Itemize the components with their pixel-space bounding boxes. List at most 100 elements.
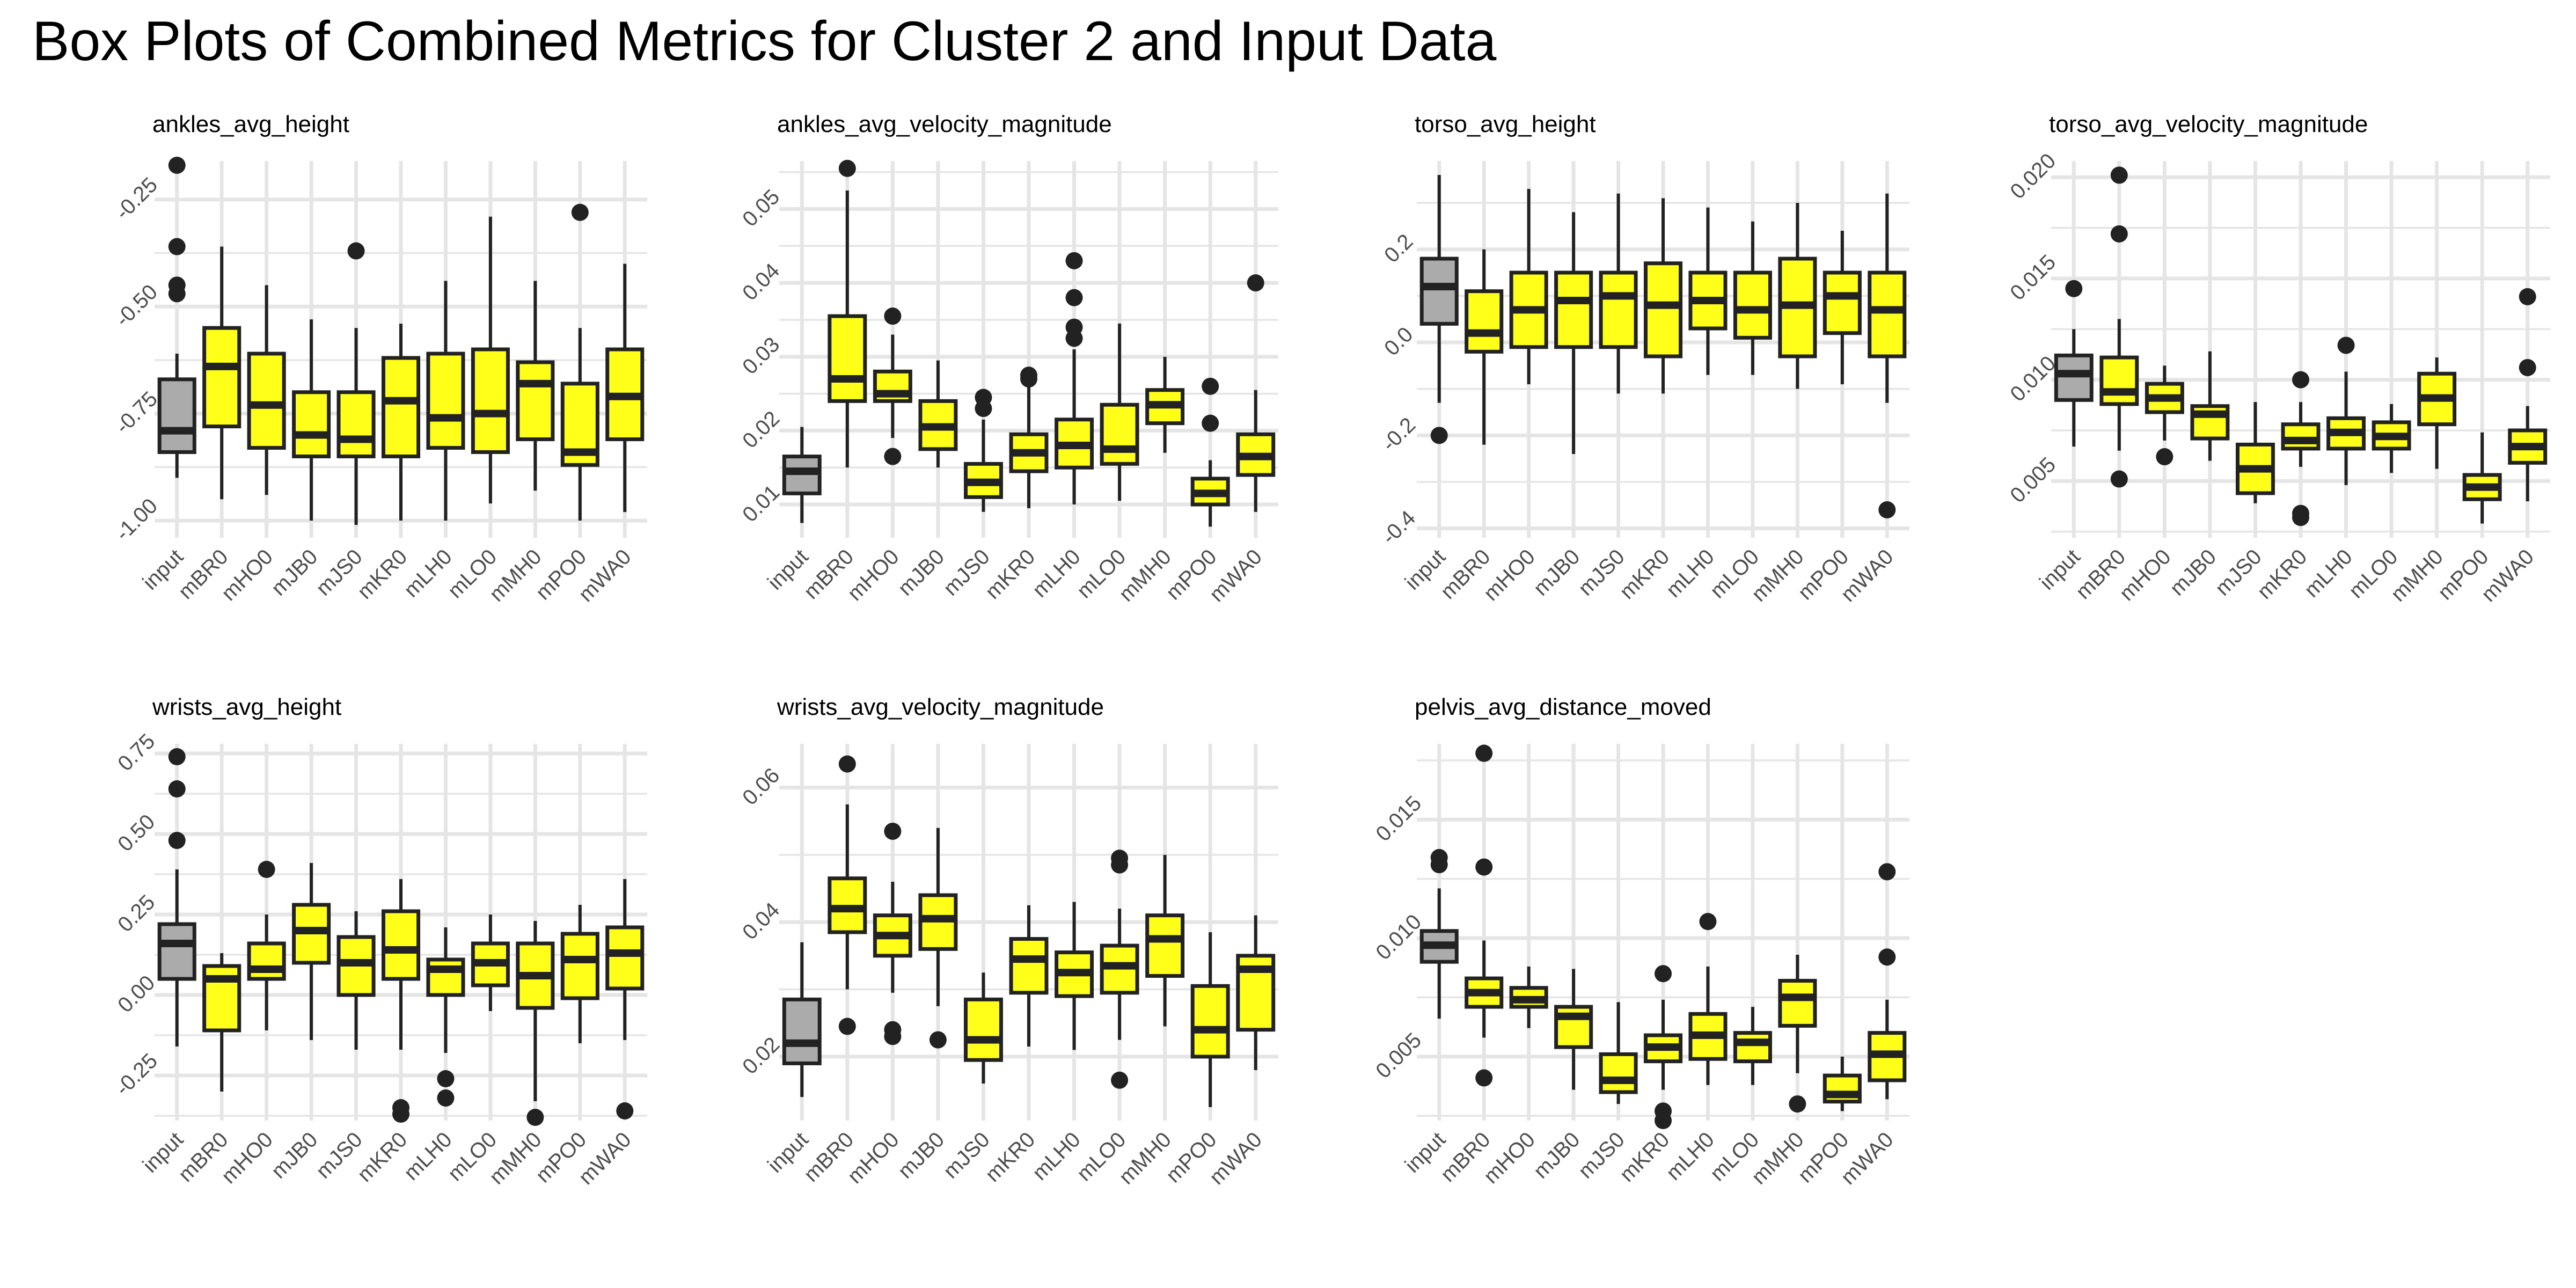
iqr-box <box>157 377 196 454</box>
box-mBR0 <box>828 159 867 468</box>
box-mLO0 <box>1733 1007 1772 1085</box>
box-mJB0 <box>918 828 958 1049</box>
iqr-box <box>1823 270 1862 335</box>
iqr-box <box>1643 261 1683 358</box>
x-tick-label: mJB0 <box>267 1128 322 1183</box>
x-tick-label: mWA0 <box>1205 1128 1267 1189</box>
outlier-point <box>1430 848 1448 866</box>
box-input <box>1419 848 1459 1019</box>
x-tick-label: mKR0 <box>981 545 1040 604</box>
box-mWA0 <box>605 264 645 513</box>
box-mMH0 <box>1145 854 1185 1027</box>
box-mLH0 <box>2326 336 2366 485</box>
y-tick-label: -0.2 <box>1377 413 1420 456</box>
x-tick-label: mJB0 <box>894 1128 949 1183</box>
box-mJS0 <box>1599 1002 1638 1104</box>
box-mHO0 <box>247 861 286 1030</box>
y-tick-label: 0.50 <box>113 810 159 856</box>
outlier-point <box>2519 358 2536 376</box>
x-tick-label: mKR0 <box>1615 1128 1674 1187</box>
x-tick-label: mKR0 <box>353 1128 412 1187</box>
outlier-point <box>2337 336 2355 354</box>
box-mPO0 <box>2462 432 2502 524</box>
x-tick-label: mWA0 <box>2477 545 2538 606</box>
iqr-box <box>560 932 599 1000</box>
iqr-box <box>157 922 196 981</box>
panel-title: torso_avg_velocity_magnitude <box>2049 111 2368 137</box>
panel-title: ankles_avg_velocity_magnitude <box>777 111 1112 137</box>
outlier-point <box>1475 744 1493 762</box>
outlier-point <box>2065 280 2083 297</box>
iqr-box <box>516 360 555 442</box>
outlier-point <box>1475 858 1493 876</box>
panel-7: pelvis_avg_distance_moved0.0050.0100.015… <box>1371 694 1909 1189</box>
figure-title: Box Plots of Combined Metrics for Cluste… <box>32 10 1497 72</box>
outlier-point <box>2110 225 2128 243</box>
box-mLO0 <box>2372 404 2411 473</box>
iqr-box <box>2054 353 2094 402</box>
outlier-point <box>437 1089 455 1107</box>
outlier-point <box>884 448 902 465</box>
iqr-box <box>1733 270 1772 340</box>
outlier-point <box>975 389 992 406</box>
box-mKR0 <box>1009 905 1049 1047</box>
box-mKR0 <box>1009 367 1049 508</box>
iqr-box <box>381 356 421 458</box>
x-tick-label: mJB0 <box>2165 545 2221 600</box>
outlier-point <box>2292 504 2309 522</box>
panel-2: ankles_avg_velocity_magnitude 0.01 0.02 0.0… <box>738 111 1278 606</box>
outlier-point <box>1202 414 1219 432</box>
box-mHO0 <box>247 285 286 495</box>
outlier-point <box>1202 377 1219 395</box>
box-mPO0 <box>1823 231 1862 384</box>
box-input <box>157 156 196 478</box>
outlier-point <box>1655 1102 1672 1120</box>
x-tick-label: mJB0 <box>894 545 949 600</box>
outlier-point <box>1020 367 1037 384</box>
box-mPO0 <box>1823 1056 1862 1111</box>
box-mLH0 <box>426 281 465 521</box>
box-mWA0 <box>1868 193 1907 518</box>
box-mKR0 <box>1643 965 1683 1129</box>
box-mHO0 <box>873 822 912 1045</box>
y-tick-label: 0.02 <box>738 407 784 453</box>
x-tick-label: mMH0 <box>1747 1128 1808 1189</box>
iqr-box <box>2099 355 2139 406</box>
box-mHO0 <box>2145 365 2184 466</box>
x-tick-label: mKR0 <box>353 545 412 604</box>
outlier-point <box>838 1018 856 1035</box>
iqr-box <box>426 957 465 997</box>
box-mWA0 <box>2508 288 2548 502</box>
box-mMH0 <box>2417 357 2457 469</box>
outlier-point <box>168 832 186 849</box>
x-tick-label: mKR0 <box>2253 545 2312 604</box>
x-tick-label: mLH0 <box>399 545 457 602</box>
iqr-box <box>1778 979 1817 1028</box>
panel-1: ankles_avg_height-1.00-0.75-0.50-0.25inp… <box>111 111 647 606</box>
box-mJB0 <box>2190 351 2230 461</box>
box-mHO0 <box>1509 967 1548 1028</box>
outlier-point <box>838 159 856 177</box>
box-mWA0 <box>1236 915 1276 1070</box>
x-tick-label: mLH0 <box>2300 545 2357 602</box>
iqr-box <box>1419 257 1459 326</box>
iqr-box <box>1599 270 1638 349</box>
outlier-point <box>2110 166 2128 184</box>
iqr-box <box>1599 1052 1638 1094</box>
iqr-box <box>247 941 286 981</box>
iqr-box <box>1190 984 1230 1059</box>
x-tick-label: mKR0 <box>981 1128 1040 1187</box>
y-tick-label: 0.75 <box>113 729 159 775</box>
outlier-point <box>884 308 902 325</box>
box-mJS0 <box>963 389 1003 512</box>
box-mWA0 <box>1236 274 1276 512</box>
iqr-box <box>1145 913 1185 978</box>
box-mMH0 <box>1145 356 1185 453</box>
iqr-box <box>426 352 465 450</box>
iqr-box <box>381 909 421 981</box>
y-tick-label: 0.04 <box>738 259 784 305</box>
panel-4: torso_avg_velocity_magnitude0.0050.0100.… <box>2006 111 2550 606</box>
x-tick-label: mHO0 <box>217 545 277 605</box>
